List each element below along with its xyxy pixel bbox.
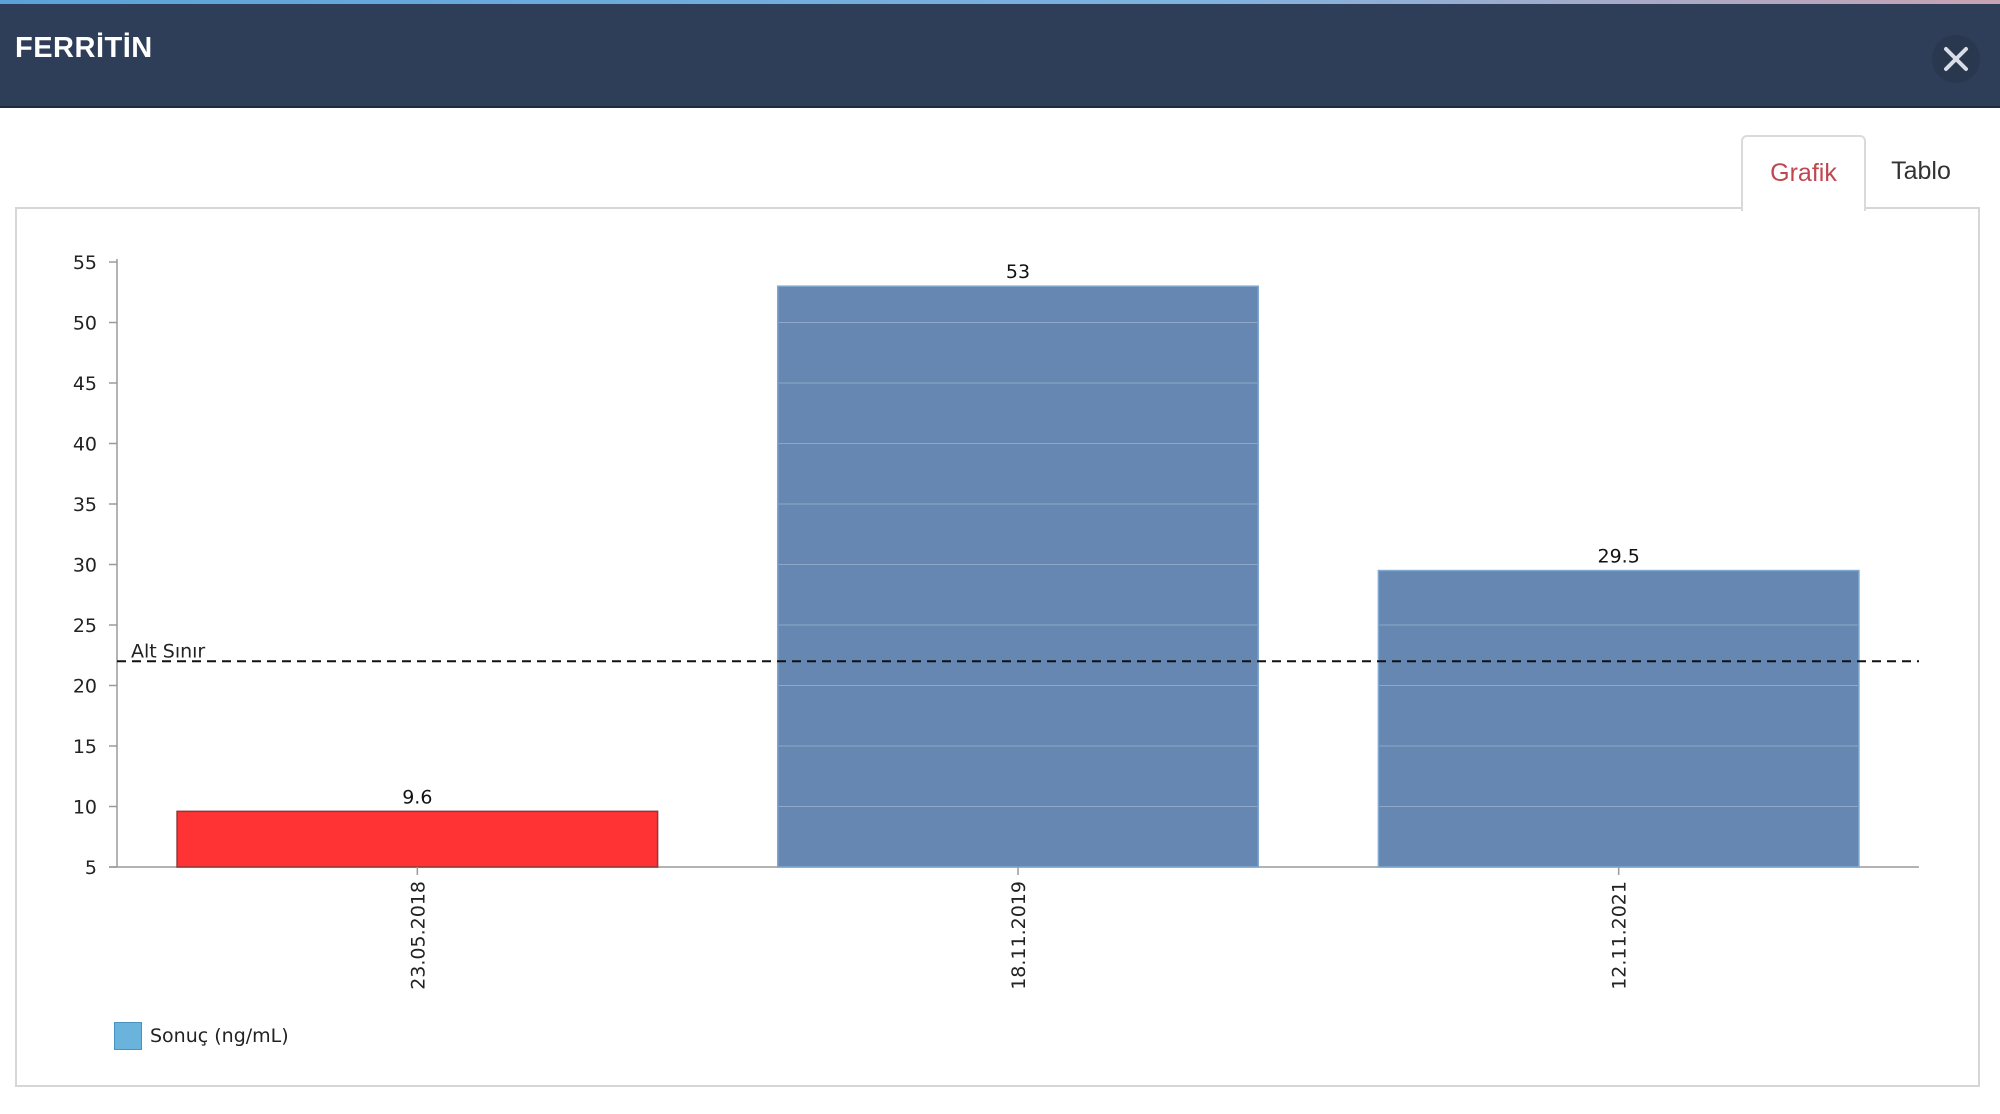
bar [1377,569,1860,868]
y-tick-label: 10 [73,797,97,819]
bar-chart: 5 10 15 20 25 30 35 40 45 50 55 9.6 23.05.2018 53 18.1… [73,252,1919,990]
x-tick-label: 18.11.2019 [1008,881,1030,990]
close-icon [1944,47,1968,71]
close-button[interactable] [1932,35,1980,83]
y-tick-label: 40 [73,434,97,456]
data-label: 29.5 [1598,546,1640,568]
y-tick-label: 25 [73,615,97,637]
bar [176,810,659,868]
y-tick-label: 30 [73,555,97,577]
tab-tablo[interactable]: Tablo [1891,157,1951,185]
data-label: 9.6 [402,786,432,808]
y-tick-label: 45 [73,373,97,395]
legend-label[interactable]: Sonuç (ng/mL) [150,1025,289,1047]
y-tick-label: 5 [85,857,97,879]
top-accent-strip [0,0,2000,4]
y-tick-label: 50 [73,313,97,335]
legend-swatch [114,1022,142,1050]
bar [776,285,1260,868]
y-tick-label: 20 [73,676,97,698]
dialog-header: FERRİTİN [0,4,2000,108]
x-tick-label: 12.11.2021 [1609,881,1631,990]
chart-legend: Sonuç (ng/mL) [114,1021,289,1051]
y-tick-label: 35 [73,494,97,516]
x-tick-label: 23.05.2018 [407,881,429,990]
data-label: 53 [1006,261,1030,283]
tab-grafik[interactable]: Grafik [1741,135,1866,211]
chart-panel: 5 10 15 20 25 30 35 40 45 50 55 9.6 23.05.2018 53 18.1… [15,207,1980,1087]
dialog-title: FERRİTİN [15,32,153,64]
view-tabs: Grafik Tablo [0,130,2000,211]
y-tick-label: 55 [73,252,97,274]
reference-line-label: Alt Sınır [131,640,205,662]
y-tick-label: 15 [73,736,97,758]
